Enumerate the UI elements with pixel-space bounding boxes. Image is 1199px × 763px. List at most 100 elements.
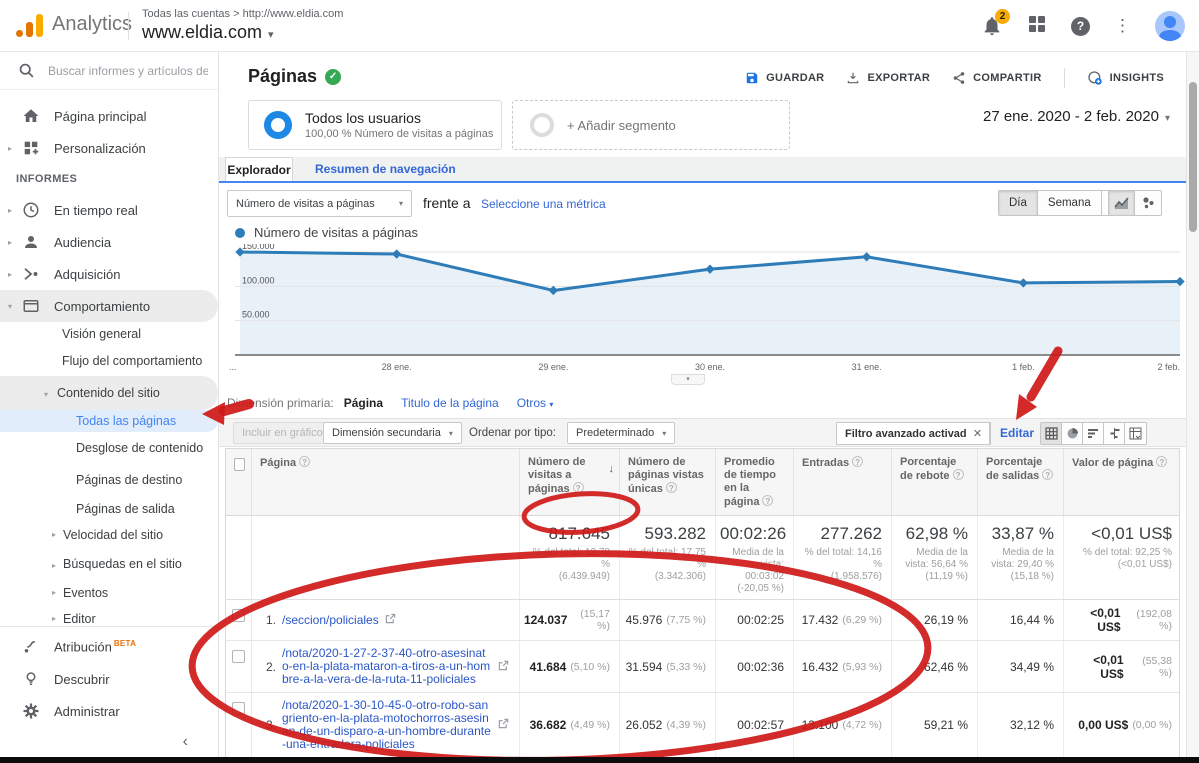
sidebar-item-overview[interactable]: Visión general — [62, 327, 141, 341]
more-menu-button[interactable]: ⋮ — [1114, 16, 1131, 35]
insights-button[interactable]: INSIGHTS — [1087, 70, 1164, 86]
comparison-view-button[interactable] — [1104, 423, 1125, 444]
scrollbar-thumb[interactable] — [1189, 82, 1197, 232]
sidebar-item-site-content[interactable]: ▾ Contenido del sitio — [0, 376, 218, 410]
table-icon — [1044, 427, 1058, 440]
sidebar-item-publisher[interactable]: ▸ Editor — [52, 612, 96, 626]
header-pageviews[interactable]: Número de visitas a páginas? ↓ — [520, 449, 620, 515]
notifications-button[interactable]: 2 — [981, 9, 1010, 37]
header-avg-time[interactable]: Promedio de tiempo en la página? — [716, 449, 794, 515]
row-checkbox[interactable] — [232, 609, 245, 622]
data-view-button[interactable] — [1041, 423, 1062, 444]
segment-all-users[interactable]: Todos los usuarios 100,00 % Número de vi… — [248, 100, 502, 150]
save-button[interactable]: GUARDAR — [745, 71, 824, 85]
pivot-view-button[interactable] — [1125, 423, 1146, 444]
sidebar-collapse-button[interactable]: ‹ — [0, 727, 218, 757]
header-page-value[interactable]: Valor de página? — [1064, 449, 1181, 515]
clear-filter-button[interactable]: ✕ — [966, 422, 990, 445]
external-link-icon[interactable] — [498, 718, 509, 732]
sidebar-item-acquisition[interactable]: ▸ Adquisición — [8, 266, 121, 282]
row-checkbox[interactable] — [232, 702, 245, 715]
help-icon[interactable]: ? — [1156, 456, 1168, 467]
header-exit-rate[interactable]: Porcentaje de salidas? — [978, 449, 1064, 515]
help-button[interactable]: ? — [1071, 16, 1090, 36]
performance-view-button[interactable] — [1083, 423, 1104, 444]
page-link[interactable]: /seccion/policiales — [282, 612, 379, 627]
edit-filter-link[interactable]: Editar — [1000, 426, 1035, 440]
sidebar-item-home[interactable]: Página principal — [0, 100, 218, 132]
account-avatar[interactable] — [1155, 11, 1185, 41]
unique-pageviews-cell: 26.052 (4,39 %) — [620, 693, 716, 757]
chart-expand-handle[interactable]: ▾ — [671, 374, 705, 385]
select-metric-link[interactable]: Seleccione una métrica — [481, 197, 606, 211]
line-chart-button[interactable] — [1109, 191, 1135, 215]
header-bounce-rate[interactable]: Porcentaje de rebote? — [892, 449, 978, 515]
svg-text:100.000: 100.000 — [242, 275, 275, 285]
sidebar-item-all-pages[interactable]: Todas las páginas — [0, 410, 218, 432]
advanced-filter-chip[interactable]: Filtro avanzado activado — [836, 422, 991, 445]
sidebar-item-site-speed[interactable]: ▸ Velocidad del sitio — [52, 528, 164, 542]
share-button[interactable]: COMPARTIR — [952, 71, 1042, 85]
vertical-scrollbar[interactable] — [1186, 52, 1199, 757]
sidebar-bottom-group: Atribución BETA Descubrir Administrar ‹ — [0, 626, 218, 757]
sidebar-item-events[interactable]: ▸ Eventos — [52, 586, 109, 600]
help-icon[interactable]: ? — [852, 456, 864, 467]
motion-chart-button[interactable] — [1135, 191, 1161, 215]
svg-text:28 ene.: 28 ene. — [382, 362, 412, 372]
dimension-page[interactable]: Página — [343, 396, 384, 410]
help-icon[interactable]: ? — [299, 456, 311, 467]
external-link-icon[interactable] — [385, 613, 396, 627]
header-page[interactable]: Página? — [252, 449, 520, 515]
external-link-icon[interactable] — [498, 660, 509, 674]
sidebar-item-discover[interactable]: Descubrir — [0, 663, 218, 695]
help-icon[interactable]: ? — [952, 469, 964, 480]
apps-grid-button[interactable] — [1027, 14, 1047, 39]
tab-navigation-summary[interactable]: Resumen de navegación — [315, 162, 456, 176]
notification-badge: 2 — [995, 9, 1010, 24]
sort-type-dropdown[interactable]: Predeterminado ▾ — [567, 422, 676, 444]
sidebar-item-exit-pages[interactable]: Páginas de salida — [76, 502, 175, 516]
export-button[interactable]: EXPORTAR — [846, 71, 930, 85]
sidebar-item-landing-pages[interactable]: Páginas de destino — [76, 473, 183, 487]
total-unique-pageviews: 593.282 % del total: 17,75 % (3.342.306) — [620, 516, 716, 599]
dimension-other[interactable]: Otros ▾ — [516, 396, 554, 410]
caret-right-icon: ▸ — [52, 530, 57, 539]
header-entrances[interactable]: Entradas? — [794, 449, 892, 515]
sidebar-item-realtime[interactable]: ▸ En tiempo real — [8, 202, 138, 218]
select-all-checkbox[interactable] — [234, 458, 245, 471]
granularity-day-button[interactable]: Día — [999, 191, 1038, 215]
sidebar-item-content-drilldown[interactable]: Desglose de contenido — [76, 441, 204, 455]
header-unique-pageviews[interactable]: Número de páginas vistas únicas? — [620, 449, 716, 515]
plot-rows-button: Incluir en gráfico — [233, 422, 332, 444]
help-icon[interactable]: ? — [665, 482, 677, 493]
chevron-down-icon: ▾ — [448, 428, 453, 438]
sidebar-item-personalization[interactable]: ▸ Personalización — [8, 140, 146, 156]
page-link[interactable]: /nota/2020-1-27-2-37-40-otro-asesinato-e… — [282, 646, 491, 686]
table-row: 2. /nota/2020-1-27-2-37-40-otro-asesinat… — [226, 641, 1179, 693]
percentage-view-button[interactable] — [1062, 423, 1083, 444]
help-icon[interactable]: ? — [572, 482, 584, 493]
sidebar-item-admin[interactable]: Administrar — [0, 695, 218, 727]
table-row: 3. /nota/2020-1-30-10-45-0-otro-robo-san… — [226, 693, 1179, 758]
sidebar-item-attribution[interactable]: Atribución BETA — [0, 631, 218, 663]
tab-explorer[interactable]: Explorador — [225, 157, 293, 183]
property-selector[interactable]: www.eldia.com ▾ — [142, 22, 274, 42]
sidebar-item-audience[interactable]: ▸ Audiencia — [8, 234, 112, 250]
add-segment-button[interactable]: + Añadir segmento — [512, 100, 790, 150]
analytics-logo-icon[interactable] — [16, 13, 44, 39]
search-input[interactable] — [48, 63, 208, 78]
sidebar-item-site-search[interactable]: ▸ Búsquedas en el sitio — [52, 557, 182, 571]
row-checkbox[interactable] — [232, 650, 245, 663]
sidebar-item-behavior[interactable]: ▾ Comportamiento — [0, 290, 218, 322]
granularity-week-button[interactable]: Semana — [1037, 191, 1102, 215]
total-pageviews: 817.645 % del total: 12,70 % (6.439.949) — [520, 516, 620, 599]
secondary-dimension-dropdown[interactable]: Dimensión secundaria ▾ — [323, 422, 462, 444]
help-icon[interactable]: ? — [762, 495, 774, 506]
dimension-page-title[interactable]: Titulo de la página — [401, 396, 499, 410]
date-range-picker[interactable]: 27 ene. 2020 - 2 feb. 2020 ▾ — [982, 108, 1170, 125]
metric-dropdown[interactable]: Número de visitas a páginas ▾ — [227, 190, 412, 217]
page-link[interactable]: /nota/2020-1-30-10-45-0-otro-robo-sangri… — [282, 698, 491, 751]
sidebar-item-behavior-flow[interactable]: Flujo del comportamiento — [62, 354, 203, 368]
help-icon[interactable]: ? — [1042, 469, 1054, 480]
search-icon — [18, 62, 36, 80]
